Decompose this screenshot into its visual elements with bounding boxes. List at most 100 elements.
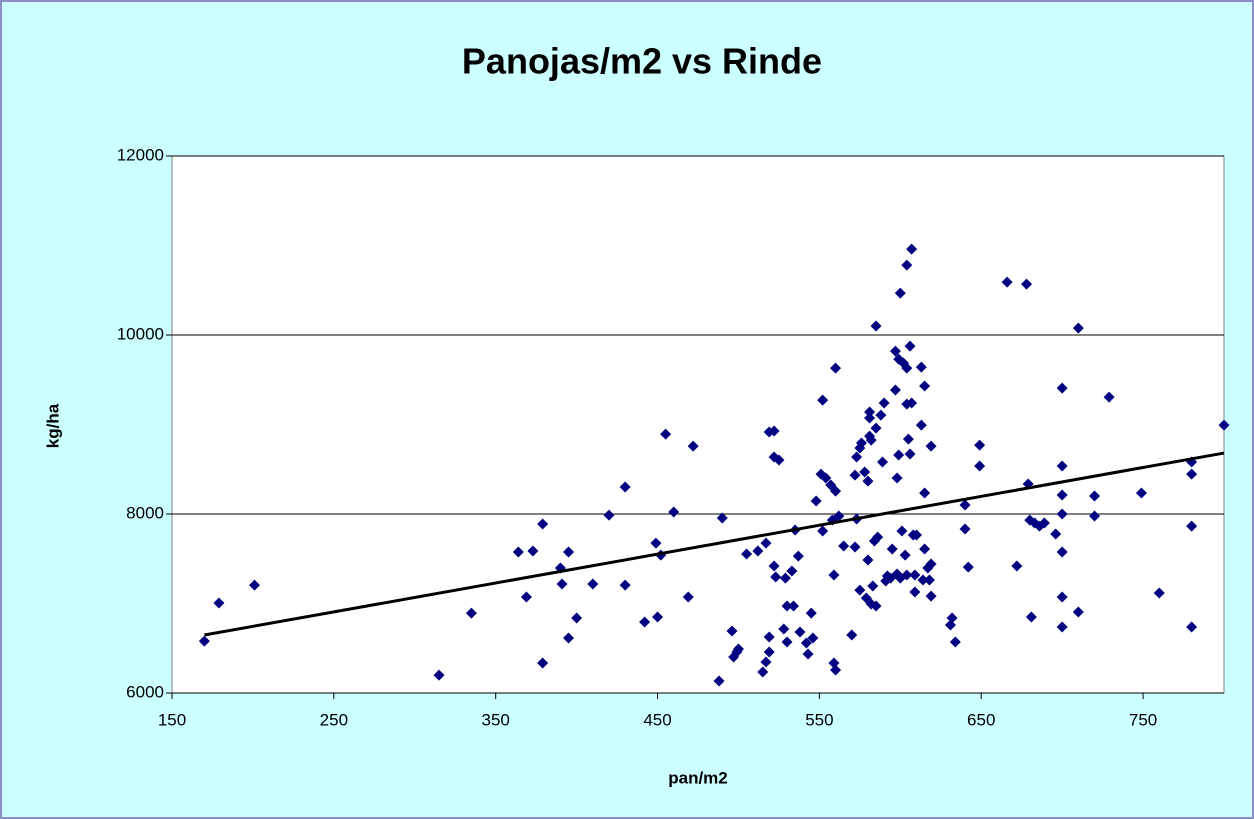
point	[894, 287, 906, 299]
point	[527, 545, 539, 557]
point	[757, 666, 769, 678]
point	[802, 648, 814, 660]
point	[830, 362, 842, 374]
point	[974, 439, 986, 451]
point	[687, 440, 699, 452]
point	[563, 632, 575, 644]
point	[1186, 520, 1198, 532]
point	[974, 460, 986, 472]
point	[906, 243, 918, 255]
point	[886, 543, 898, 555]
point	[778, 623, 790, 635]
point	[752, 545, 764, 557]
point	[854, 584, 866, 596]
point	[619, 579, 631, 591]
point	[763, 631, 775, 643]
point	[619, 481, 631, 493]
point	[959, 499, 971, 511]
point	[901, 362, 913, 374]
point	[901, 569, 913, 581]
point	[512, 546, 524, 558]
point	[817, 394, 829, 406]
point	[875, 409, 887, 421]
x-axis-label: pan/m2	[668, 768, 728, 787]
point	[787, 600, 799, 612]
point	[870, 320, 882, 332]
point	[849, 541, 861, 553]
point	[587, 578, 599, 590]
point	[851, 451, 863, 463]
point	[862, 475, 874, 487]
point	[760, 656, 772, 668]
x-tick-label: 650	[967, 710, 995, 729]
point	[1001, 276, 1013, 288]
point	[859, 466, 871, 478]
x-tick-label: 450	[643, 710, 671, 729]
x-tick-label: 550	[805, 710, 833, 729]
chart-title: Panojas/m2 vs Rinde	[462, 41, 822, 82]
point	[917, 574, 929, 586]
point	[537, 657, 549, 669]
point	[807, 632, 819, 644]
point	[763, 646, 775, 658]
point	[915, 419, 927, 431]
point	[660, 428, 672, 440]
point	[870, 600, 882, 612]
point	[1056, 489, 1068, 501]
point	[1021, 278, 1033, 290]
point	[828, 569, 840, 581]
point	[1056, 591, 1068, 603]
point	[213, 597, 225, 609]
point	[910, 529, 922, 541]
point	[906, 397, 918, 409]
point	[810, 495, 822, 507]
y-axis-label: kg/ha	[43, 403, 62, 448]
point	[1025, 611, 1037, 623]
point	[891, 472, 903, 484]
point	[1011, 560, 1023, 572]
y-tick-label: 8000	[126, 503, 164, 522]
point	[716, 512, 728, 524]
point	[1072, 322, 1084, 334]
x-tick-label: 150	[158, 710, 186, 729]
point	[893, 449, 905, 461]
point	[889, 345, 901, 357]
point	[864, 412, 876, 424]
point	[556, 578, 568, 590]
point	[1056, 460, 1068, 472]
point	[820, 472, 832, 484]
point	[1056, 621, 1068, 633]
point	[959, 523, 971, 535]
point	[713, 675, 725, 687]
point	[877, 456, 889, 468]
point	[878, 397, 890, 409]
point	[1038, 517, 1050, 529]
point	[563, 546, 575, 558]
point	[864, 406, 876, 418]
point	[909, 569, 921, 581]
point	[846, 629, 858, 641]
point	[760, 537, 772, 549]
point	[919, 380, 931, 392]
point	[904, 340, 916, 352]
point	[249, 579, 261, 591]
point	[1135, 487, 1147, 499]
point	[902, 433, 914, 445]
x-tick-label: 250	[320, 710, 348, 729]
y-tick-label: 10000	[117, 324, 164, 343]
point	[650, 537, 662, 549]
point	[781, 600, 793, 612]
point	[1056, 508, 1068, 520]
point	[889, 384, 901, 396]
point	[805, 607, 817, 619]
point	[925, 440, 937, 452]
point	[915, 361, 927, 373]
point	[872, 531, 884, 543]
y-tick-label: 6000	[126, 682, 164, 701]
point	[668, 506, 680, 518]
point	[773, 454, 785, 466]
point	[1153, 587, 1165, 599]
point	[792, 550, 804, 562]
point	[865, 434, 877, 446]
